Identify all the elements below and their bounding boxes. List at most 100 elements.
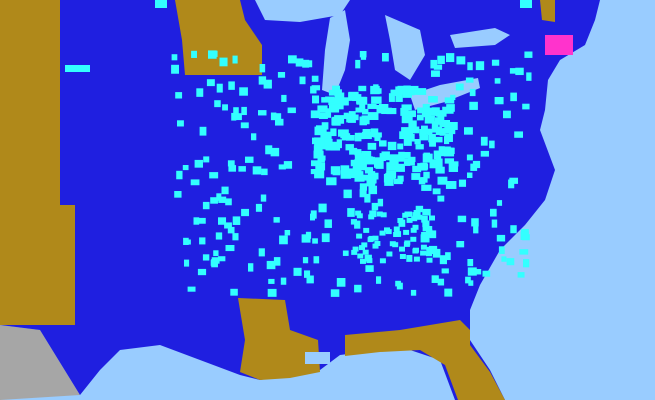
county — [496, 200, 503, 206]
county — [400, 107, 409, 116]
county — [524, 51, 533, 58]
county — [386, 251, 393, 257]
county — [340, 171, 352, 179]
county — [379, 153, 386, 162]
county — [361, 242, 368, 248]
county — [227, 226, 235, 234]
county — [418, 177, 426, 185]
county — [464, 127, 473, 135]
county — [423, 152, 430, 159]
county — [408, 156, 416, 162]
county — [407, 160, 415, 166]
county — [295, 58, 304, 67]
county — [491, 59, 500, 66]
county — [403, 229, 410, 235]
county — [380, 212, 387, 218]
county — [421, 108, 432, 118]
county — [431, 107, 440, 113]
county — [437, 278, 445, 286]
county — [467, 62, 473, 71]
county — [258, 248, 265, 257]
county — [211, 257, 220, 264]
county — [217, 256, 226, 262]
county — [268, 278, 275, 284]
county — [361, 151, 372, 159]
county — [265, 145, 273, 155]
county — [314, 169, 325, 179]
county — [435, 166, 445, 174]
county — [368, 214, 375, 220]
county — [349, 169, 359, 179]
county — [354, 132, 362, 142]
lake — [255, 0, 350, 22]
county — [441, 268, 449, 274]
county — [415, 144, 424, 150]
county — [379, 230, 386, 236]
county — [328, 89, 340, 96]
county — [222, 104, 228, 111]
northeast-region — [540, 0, 555, 22]
county — [395, 280, 401, 287]
west-region — [0, 0, 75, 325]
county — [431, 70, 440, 77]
county — [270, 112, 277, 121]
county — [419, 163, 429, 170]
lake — [385, 15, 425, 80]
county — [428, 133, 436, 143]
county — [330, 289, 340, 297]
county — [432, 248, 441, 258]
county — [430, 59, 438, 69]
county — [433, 136, 443, 143]
county — [457, 215, 467, 223]
county — [155, 0, 167, 8]
county — [334, 97, 345, 104]
county — [320, 132, 328, 139]
county — [501, 256, 507, 262]
county — [176, 170, 183, 180]
county — [369, 210, 377, 218]
county — [437, 195, 445, 202]
county — [403, 158, 411, 166]
county — [520, 231, 529, 240]
county — [349, 147, 358, 155]
county — [355, 107, 365, 113]
county — [421, 215, 428, 221]
county — [310, 213, 316, 221]
county — [426, 246, 433, 252]
county — [373, 157, 381, 164]
county — [480, 150, 489, 157]
county — [371, 96, 382, 104]
county — [326, 177, 337, 186]
county — [469, 88, 476, 97]
county — [336, 278, 346, 287]
county — [206, 79, 215, 87]
county — [310, 86, 317, 94]
county — [273, 257, 281, 266]
county — [420, 234, 430, 243]
county — [395, 93, 403, 102]
county — [424, 115, 435, 124]
county — [465, 276, 471, 284]
county — [203, 156, 210, 163]
county — [408, 110, 417, 118]
county — [494, 97, 504, 105]
county — [374, 159, 381, 168]
county — [266, 260, 276, 270]
county — [388, 93, 395, 102]
county — [467, 172, 473, 178]
county — [410, 289, 417, 296]
county — [359, 104, 366, 110]
county — [202, 254, 210, 261]
county — [346, 135, 355, 141]
county — [450, 94, 456, 101]
county — [215, 232, 223, 240]
county — [374, 135, 381, 142]
county — [281, 94, 287, 102]
county — [377, 198, 384, 207]
county — [470, 163, 478, 171]
county — [270, 147, 280, 157]
county — [412, 224, 419, 230]
county — [410, 227, 417, 233]
county — [435, 128, 446, 136]
county — [397, 143, 404, 150]
